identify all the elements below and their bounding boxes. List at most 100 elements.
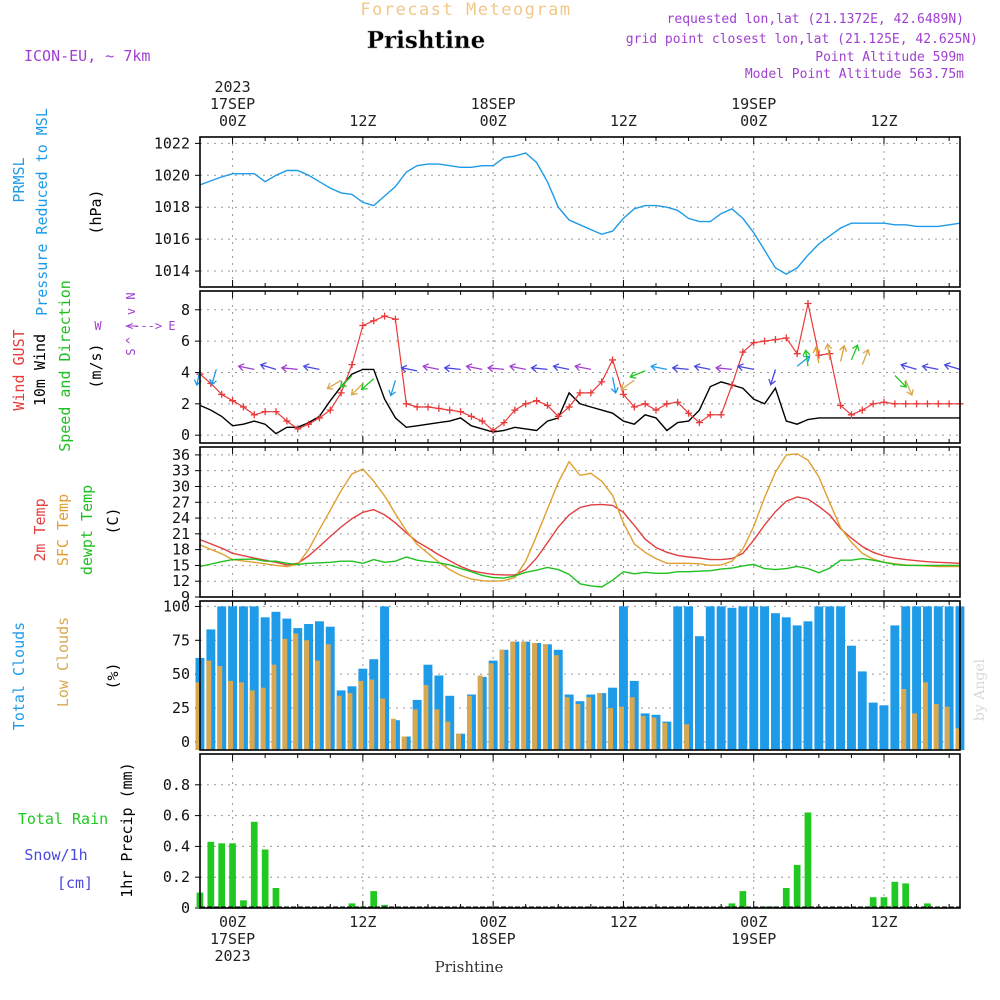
- cloud-total-bar: [781, 617, 791, 750]
- time-label-bottom: 12Z: [870, 913, 897, 931]
- cloud-low-bar: [434, 709, 440, 750]
- gust-marker: [771, 336, 779, 344]
- wind-direction-arrow: [237, 363, 255, 372]
- cloud-low-bar: [423, 685, 429, 750]
- cloud-total-bar: [836, 606, 845, 750]
- cloud-low-bar: [597, 693, 603, 750]
- wind-direction-arrow: [302, 363, 320, 372]
- cloud-low-bar: [369, 679, 375, 750]
- rain-bar: [229, 843, 236, 908]
- time-label-bottom: 00Z: [740, 913, 767, 931]
- y-tick-label: 36: [172, 446, 190, 464]
- y-tick-label: 4: [181, 363, 190, 381]
- cloud-low-bar: [336, 695, 342, 750]
- compass-east: E: [168, 319, 175, 333]
- y-tick-label: 2: [181, 395, 190, 413]
- time-label-top: 19SEP: [731, 95, 776, 113]
- wind-direction-arrow: [796, 355, 811, 367]
- y-tick-label: 0: [181, 899, 190, 917]
- gust-marker: [815, 351, 823, 359]
- y-tick-label: 18: [172, 541, 190, 559]
- model-label: ICON-EU, ~ 7km: [24, 47, 150, 65]
- y-tick-label: 1020: [154, 166, 190, 184]
- gust-marker: [326, 406, 334, 414]
- y-tick-label: 12: [172, 572, 190, 590]
- y-tick-label: 24: [172, 509, 190, 527]
- wind-direction-arrow: [530, 364, 548, 373]
- location-title: Prishtine: [367, 27, 486, 54]
- time-label-bottom: 00Z: [480, 913, 507, 931]
- time-label-top: 12Z: [349, 112, 376, 130]
- wind-direction-arrow: [259, 362, 277, 371]
- time-label-top: 00Z: [219, 112, 246, 130]
- wind-direction-arrow: [714, 364, 733, 373]
- time-label-bottom: 19SEP: [731, 930, 776, 948]
- gust-marker: [685, 409, 693, 417]
- wind-direction-arrow: [650, 363, 668, 372]
- cloud-low-bar: [933, 703, 939, 750]
- cloud-low-bar: [640, 716, 646, 750]
- y-tick-label: 6: [181, 332, 190, 350]
- gust-marker: [674, 398, 682, 406]
- time-label-bottom: 2023: [215, 947, 251, 965]
- rain-bar: [880, 897, 888, 908]
- panel-label-snow: Snow/1h: [24, 846, 87, 864]
- wind-direction-arrow: [360, 378, 375, 390]
- cloud-low-bar: [380, 698, 385, 750]
- cloud-low-bar: [521, 641, 527, 750]
- rain-bar: [240, 900, 247, 908]
- cloud-low-bar: [445, 721, 451, 750]
- gust-marker: [782, 334, 790, 342]
- cloud-total-bar: [673, 606, 683, 750]
- gust-marker: [934, 400, 942, 408]
- y-tick-label: 21: [172, 525, 190, 543]
- gust-marker: [598, 378, 606, 386]
- rain-bar: [218, 843, 225, 908]
- cloud-total-bar: [380, 606, 389, 750]
- cloud-low-bar: [206, 660, 212, 750]
- super-title: Forecast Meteogram: [360, 0, 571, 20]
- compass-south: S: [124, 348, 138, 355]
- gust-marker: [500, 419, 508, 427]
- rain-bar: [891, 881, 899, 908]
- gust-marker: [457, 408, 465, 416]
- cloud-low-bar: [271, 664, 277, 750]
- rain-bar: [739, 891, 747, 908]
- y-tick-label: 27: [172, 493, 190, 511]
- cloud-total-bar: [814, 606, 824, 750]
- gust-marker: [847, 411, 855, 419]
- gust-marker: [489, 426, 497, 434]
- gust-marker: [250, 411, 258, 419]
- gust-marker: [239, 403, 247, 411]
- gust-marker: [283, 417, 291, 425]
- gust-marker: [435, 405, 443, 413]
- y-tick-label: 0.8: [163, 776, 190, 794]
- cloud-total-bar: [619, 606, 628, 750]
- gust-marker: [793, 350, 801, 358]
- cloud-total-bar: [695, 636, 704, 750]
- panel-label-10m-wind: 10m Wind: [31, 334, 49, 406]
- wind-direction-arrow: [943, 362, 961, 371]
- panel-label-low-clouds: Low Clouds: [54, 617, 72, 707]
- wind-direction-arrow: [508, 363, 526, 372]
- panel-label-cm: [cm]: [57, 874, 93, 892]
- cloud-low-bar: [543, 644, 548, 750]
- gust-marker: [587, 389, 595, 397]
- wind-direction-arrow: [921, 363, 939, 372]
- cloud-total-bar: [803, 621, 813, 750]
- panel-label-pressure: Pressure Reduced to MSL: [33, 108, 51, 316]
- panel-frame: [199, 446, 961, 598]
- series-line-prmsl: [199, 152, 961, 276]
- rain-bar: [370, 891, 377, 908]
- wind-direction-arrow: [768, 369, 777, 386]
- gust-marker: [761, 337, 769, 345]
- cloud-low-bar: [456, 733, 461, 750]
- gust-marker: [370, 317, 378, 325]
- model-altitude: Model Point Altitude 563.75m: [745, 67, 964, 82]
- gust-marker: [424, 403, 432, 411]
- cloud-low-bar: [575, 703, 581, 750]
- footer-location: Prishtine: [435, 958, 504, 976]
- series-line-10m-wind: [199, 368, 960, 435]
- panel-label-speed-direction: Speed and Direction: [56, 280, 74, 452]
- y-tick-label: 15: [172, 556, 190, 574]
